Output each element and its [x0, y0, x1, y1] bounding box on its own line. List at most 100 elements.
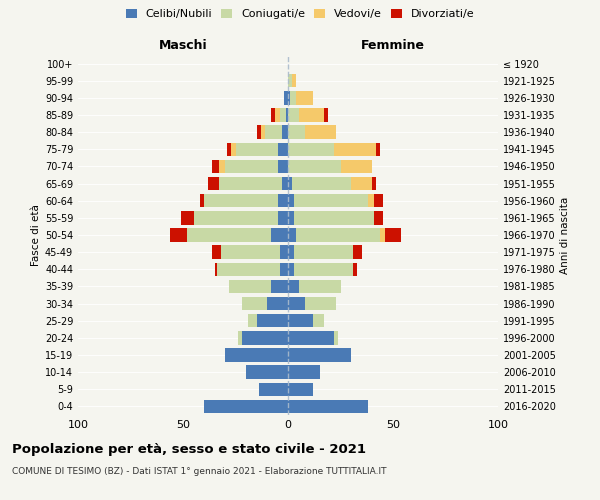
Bar: [271, 228, 288, 241]
Bar: [257, 314, 288, 328]
Text: COMUNE DI TESIMO (BZ) - Dati ISTAT 1° gennaio 2021 - Elaborazione TUTTITALIA.IT: COMUNE DI TESIMO (BZ) - Dati ISTAT 1° ge…: [12, 468, 386, 476]
Bar: [295, 246, 353, 259]
Bar: [235, 142, 277, 156]
Y-axis label: Fasce di età: Fasce di età: [31, 204, 41, 266]
Bar: [288, 331, 334, 344]
Bar: [221, 246, 280, 259]
Bar: [313, 314, 324, 328]
Bar: [334, 142, 376, 156]
Bar: [187, 228, 271, 241]
Bar: [259, 382, 288, 396]
Bar: [380, 228, 385, 241]
Bar: [218, 177, 282, 190]
Text: Maschi: Maschi: [158, 38, 208, 52]
Bar: [242, 297, 267, 310]
Bar: [372, 177, 376, 190]
Bar: [374, 194, 383, 207]
Bar: [204, 194, 277, 207]
Bar: [368, 194, 374, 207]
Bar: [218, 160, 225, 173]
Bar: [208, 177, 218, 190]
Bar: [292, 74, 296, 88]
Bar: [334, 331, 338, 344]
Bar: [288, 142, 334, 156]
Bar: [305, 297, 337, 310]
Bar: [267, 297, 288, 310]
Bar: [193, 211, 277, 224]
Bar: [215, 262, 217, 276]
Bar: [288, 400, 368, 413]
Bar: [385, 228, 401, 241]
Bar: [286, 108, 288, 122]
Bar: [376, 142, 380, 156]
Bar: [288, 297, 305, 310]
Bar: [217, 262, 280, 276]
Bar: [296, 228, 380, 241]
Bar: [257, 126, 260, 139]
Bar: [277, 142, 288, 156]
Bar: [288, 74, 292, 88]
Bar: [277, 160, 288, 173]
Bar: [271, 280, 288, 293]
Bar: [181, 211, 193, 224]
Bar: [351, 177, 372, 190]
Bar: [288, 126, 305, 139]
Legend: Celibi/Nubili, Coniugati/e, Vedovi/e, Divorziati/e: Celibi/Nubili, Coniugati/e, Vedovi/e, Di…: [122, 6, 478, 22]
Bar: [277, 194, 288, 207]
Text: Femmine: Femmine: [361, 38, 425, 52]
Bar: [288, 382, 313, 396]
Bar: [284, 91, 288, 104]
Bar: [295, 211, 374, 224]
Bar: [288, 228, 296, 241]
Bar: [288, 246, 295, 259]
Y-axis label: Anni di nascita: Anni di nascita: [560, 196, 570, 274]
Bar: [290, 91, 296, 104]
Bar: [288, 366, 320, 379]
Bar: [271, 108, 275, 122]
Bar: [280, 262, 288, 276]
Bar: [260, 126, 265, 139]
Bar: [232, 142, 235, 156]
Bar: [288, 91, 290, 104]
Bar: [288, 160, 341, 173]
Bar: [200, 194, 204, 207]
Bar: [282, 177, 288, 190]
Bar: [280, 246, 288, 259]
Bar: [299, 280, 341, 293]
Bar: [282, 126, 288, 139]
Bar: [248, 314, 257, 328]
Bar: [288, 280, 299, 293]
Bar: [288, 262, 295, 276]
Bar: [324, 108, 328, 122]
Bar: [305, 126, 337, 139]
Bar: [229, 280, 271, 293]
Bar: [227, 142, 232, 156]
Bar: [212, 160, 218, 173]
Bar: [288, 348, 351, 362]
Bar: [296, 91, 313, 104]
Bar: [374, 211, 383, 224]
Bar: [288, 211, 295, 224]
Bar: [238, 331, 242, 344]
Bar: [295, 262, 353, 276]
Text: Popolazione per età, sesso e stato civile - 2021: Popolazione per età, sesso e stato civil…: [12, 442, 366, 456]
Bar: [292, 177, 351, 190]
Bar: [288, 314, 313, 328]
Bar: [299, 108, 324, 122]
Bar: [265, 126, 282, 139]
Bar: [225, 348, 288, 362]
Bar: [288, 177, 292, 190]
Bar: [295, 194, 368, 207]
Bar: [288, 194, 295, 207]
Bar: [288, 108, 299, 122]
Bar: [353, 262, 358, 276]
Bar: [341, 160, 372, 173]
Bar: [170, 228, 187, 241]
Bar: [280, 108, 286, 122]
Bar: [204, 400, 288, 413]
Bar: [353, 246, 361, 259]
Bar: [212, 246, 221, 259]
Bar: [277, 211, 288, 224]
Bar: [225, 160, 277, 173]
Bar: [275, 108, 280, 122]
